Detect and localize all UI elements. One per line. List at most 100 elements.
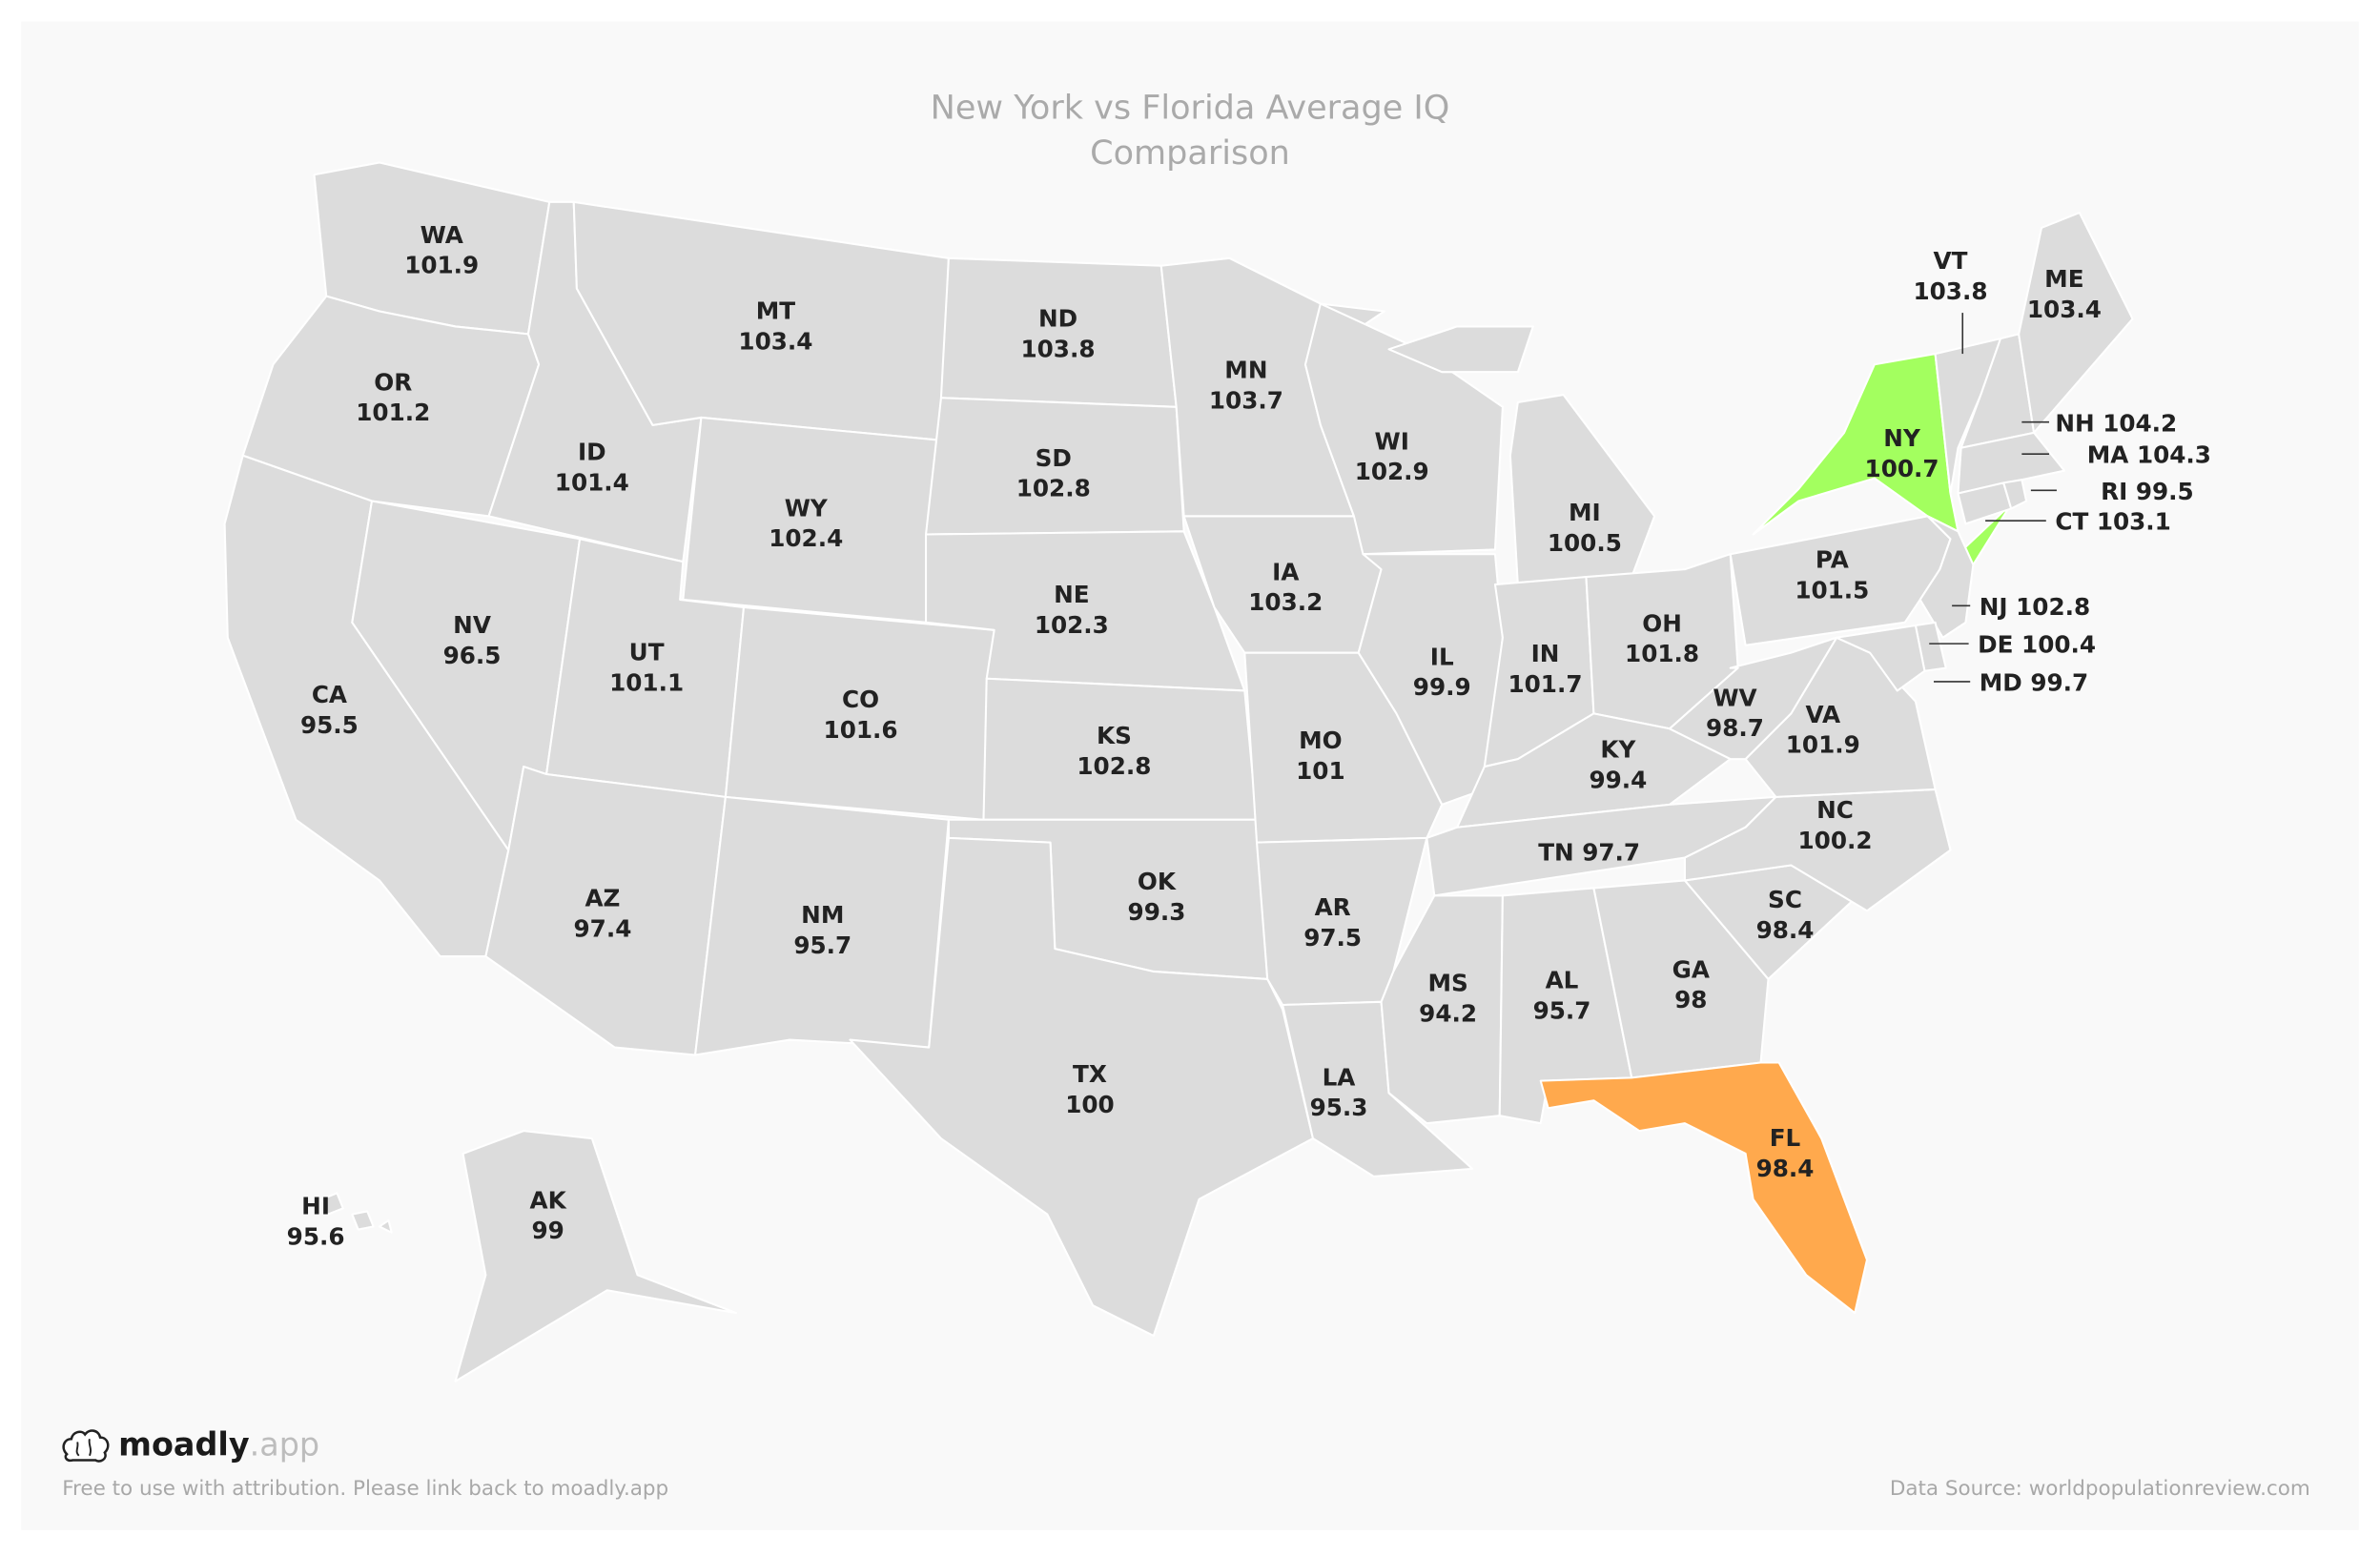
state-nc[interactable] xyxy=(1683,788,1952,912)
state-shape[interactable] xyxy=(1934,338,2002,495)
state-shape[interactable] xyxy=(1357,553,1504,806)
state-label: RI 99.5 xyxy=(2101,478,2194,505)
brand-logo[interactable]: moadly.app xyxy=(62,1426,319,1464)
state-label: NH 104.2 xyxy=(2055,409,2177,437)
state-code-label: LA xyxy=(1323,1063,1356,1091)
state-value-label: 101.6 xyxy=(824,716,898,744)
state-code-label: AK xyxy=(530,1186,567,1214)
state-value-label: 95.3 xyxy=(1310,1094,1368,1121)
state-ga[interactable] xyxy=(1592,879,1770,1079)
state-co[interactable] xyxy=(724,605,995,821)
state-value-label: 101.9 xyxy=(404,252,479,279)
state-ms[interactable] xyxy=(1380,894,1504,1125)
state-shape[interactable] xyxy=(1957,431,2065,495)
state-value-label: 99.9 xyxy=(1413,673,1471,701)
state-value-label: 99.3 xyxy=(1128,898,1186,926)
state-value-label: 95.6 xyxy=(287,1222,345,1250)
state-code-label: WA xyxy=(421,221,463,249)
state-value-label: 101.2 xyxy=(356,399,430,426)
state-shape[interactable] xyxy=(939,256,1178,408)
state-ma[interactable] xyxy=(1957,431,2065,495)
brain-icon xyxy=(62,1429,110,1463)
state-code-label: MI xyxy=(1569,499,1601,526)
state-value-label: 101.4 xyxy=(555,468,629,496)
state-code-label: SC xyxy=(1768,886,1802,913)
state-me[interactable] xyxy=(2018,212,2134,434)
state-shape[interactable] xyxy=(724,605,995,821)
state-value-label: 101.8 xyxy=(1625,640,1699,667)
state-value-label: 103.8 xyxy=(1914,277,1988,305)
state-value-label: 99.4 xyxy=(1589,766,1647,793)
state-value-label: 101.7 xyxy=(1508,670,1582,698)
state-code-label: WY xyxy=(785,494,829,522)
state-hi[interactable] xyxy=(320,1192,393,1234)
state-tx[interactable] xyxy=(849,836,1314,1338)
state-shape[interactable] xyxy=(351,1210,375,1231)
state-shape[interactable] xyxy=(320,1192,344,1216)
state-value-label: 98.4 xyxy=(1756,916,1815,944)
state-wv[interactable] xyxy=(1668,636,1838,761)
state-shape[interactable] xyxy=(2018,212,2134,434)
state-code-label: MO xyxy=(1299,727,1343,754)
state-value-label: 100.5 xyxy=(1548,529,1622,557)
state-nd[interactable] xyxy=(939,256,1178,408)
state-value-label: 102.8 xyxy=(1016,475,1091,502)
state-shape[interactable] xyxy=(1539,1061,1868,1315)
state-code-label: SD xyxy=(1036,444,1072,472)
state-code-label: MS xyxy=(1427,970,1467,997)
state-code-label: CO xyxy=(842,686,879,713)
state-value-label: 103.8 xyxy=(1021,335,1096,362)
state-shape[interactable] xyxy=(1918,515,1975,639)
state-shape[interactable] xyxy=(1668,636,1838,761)
state-value-label: 100.7 xyxy=(1865,455,1939,482)
state-code-label: ND xyxy=(1038,304,1077,332)
state-value-label: 101.9 xyxy=(1786,731,1860,759)
state-shape[interactable] xyxy=(1387,325,1534,374)
state-value-label: 103.4 xyxy=(738,327,812,355)
state-code-label: AL xyxy=(1546,966,1579,993)
state-code-label: IL xyxy=(1430,643,1454,670)
state-label: CT 103.1 xyxy=(2055,508,2171,536)
state-code-label: AZ xyxy=(585,885,620,912)
state-shape[interactable] xyxy=(1508,394,1656,586)
state-value-label: 102.8 xyxy=(1077,752,1151,780)
state-shape[interactable] xyxy=(1592,879,1770,1079)
state-value-label: 101.5 xyxy=(1795,576,1869,604)
state-mi[interactable] xyxy=(1387,325,1656,586)
state-value-label: 98 xyxy=(1674,986,1707,1013)
state-fl[interactable] xyxy=(1539,1061,1868,1315)
state-code-label: IN xyxy=(1531,640,1560,667)
state-code-label: VT xyxy=(1934,247,1968,275)
state-shape[interactable] xyxy=(454,1130,738,1382)
state-shape[interactable] xyxy=(1380,894,1504,1125)
state-vt[interactable] xyxy=(1934,338,2002,495)
state-code-label: CA xyxy=(312,681,347,708)
state-code-label: IA xyxy=(1272,558,1299,585)
state-code-label: ID xyxy=(578,439,606,466)
state-shape[interactable] xyxy=(849,836,1314,1338)
state-value-label: 94.2 xyxy=(1419,999,1477,1027)
state-il[interactable] xyxy=(1357,553,1504,806)
state-nj[interactable] xyxy=(1918,515,1975,639)
state-ak[interactable] xyxy=(454,1130,738,1382)
state-code-label: GA xyxy=(1672,955,1710,983)
state-value-label: 103.7 xyxy=(1209,386,1283,414)
state-code-label: MT xyxy=(756,297,796,324)
state-shape[interactable] xyxy=(2002,479,2028,510)
state-value-label: 97.4 xyxy=(574,914,632,942)
state-code-label: ME xyxy=(2044,265,2083,293)
state-ri[interactable] xyxy=(2002,479,2028,510)
state-value-label: 103.2 xyxy=(1248,588,1323,616)
state-value-label: 95.7 xyxy=(1533,996,1591,1024)
state-code-label: OK xyxy=(1138,868,1177,895)
state-value-label: 100.2 xyxy=(1798,827,1873,854)
state-code-label: KS xyxy=(1097,722,1132,749)
state-shape[interactable] xyxy=(1683,788,1952,912)
map-title-line1: New York vs Florida Average IQ xyxy=(931,88,1450,127)
state-value-label: 96.5 xyxy=(443,642,502,669)
state-shape[interactable] xyxy=(378,1218,393,1234)
state-value-label: 102.9 xyxy=(1355,458,1429,485)
state-md[interactable] xyxy=(1836,624,1926,692)
state-shape[interactable] xyxy=(1836,624,1926,692)
